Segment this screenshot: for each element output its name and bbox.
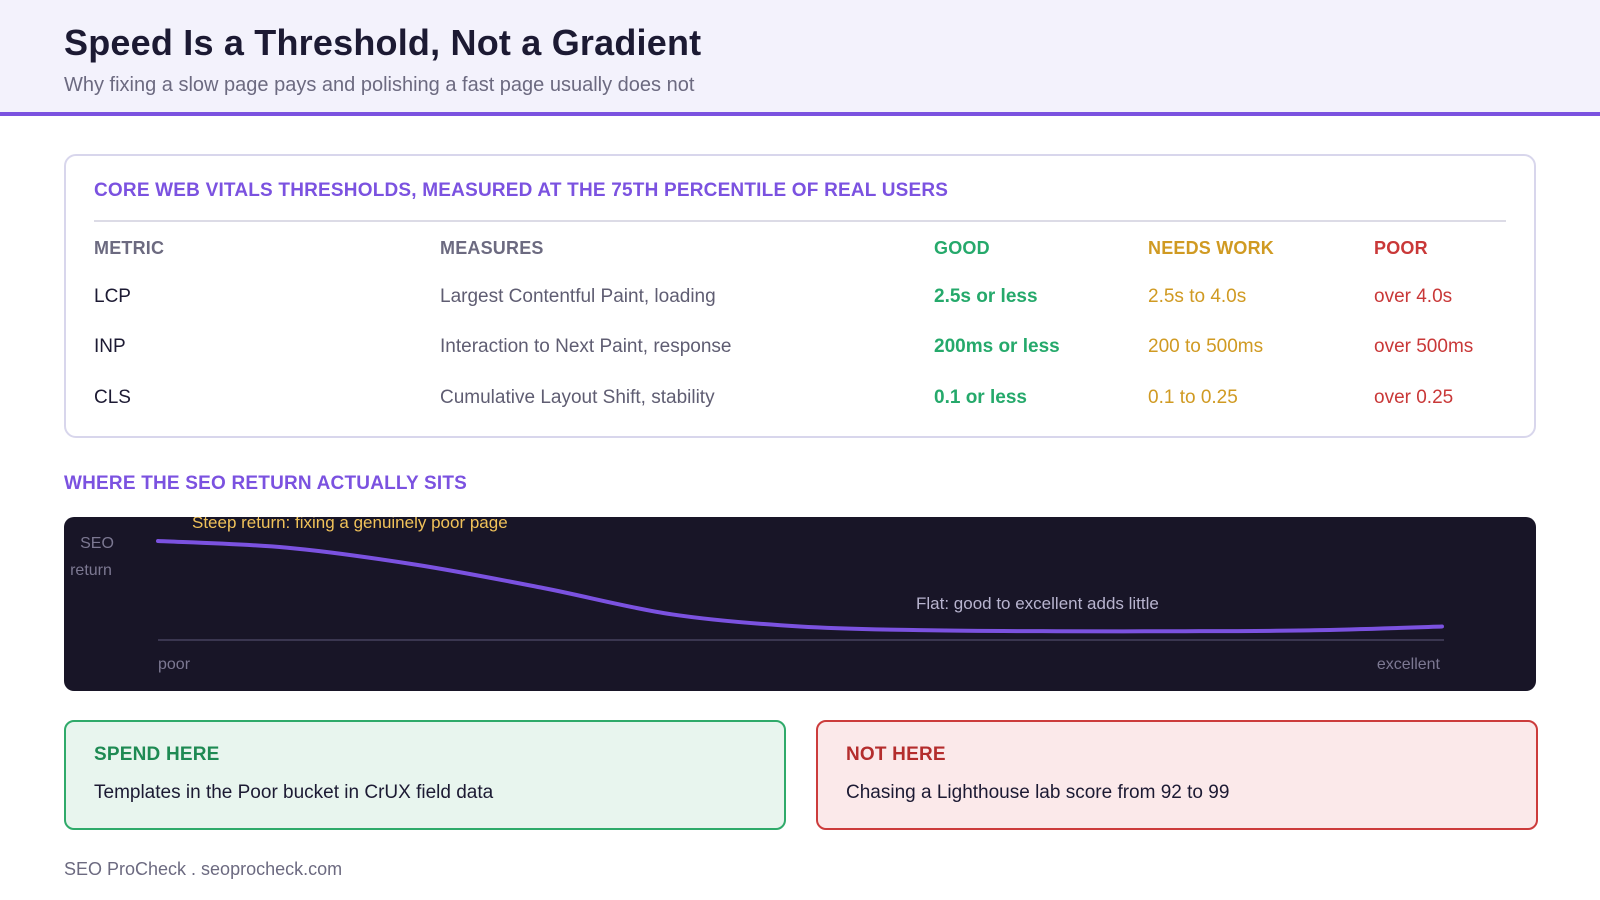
page-title: Speed Is a Threshold, Not a Gradient bbox=[64, 22, 702, 63]
table-cell-metric: CLS bbox=[94, 387, 131, 408]
seo-return-svg: SEO return poor excellent Steep return: … bbox=[70, 517, 1444, 673]
spend-here-text: Templates in the Poor bucket in CrUX fie… bbox=[94, 782, 494, 803]
table-cell-needs-work: 0.1 to 0.25 bbox=[1148, 387, 1238, 408]
spend-here-box: SPEND HERE Templates in the Poor bucket … bbox=[64, 720, 786, 830]
table-cell-poor: over 4.0s bbox=[1374, 286, 1453, 307]
thresholds-card: CORE WEB VITALS THRESHOLDS, MEASURED AT … bbox=[64, 154, 1536, 438]
not-here-box: NOT HERE Chasing a Lighthouse lab score … bbox=[816, 720, 1538, 830]
table-cell-measures: Cumulative Layout Shift, stability bbox=[440, 387, 715, 408]
table-cell-needs-work: 2.5s to 4.0s bbox=[1148, 286, 1247, 307]
x-axis-end-label: excellent bbox=[1377, 656, 1441, 673]
table-cell-poor: over 500ms bbox=[1374, 336, 1474, 357]
table-cell-poor: over 0.25 bbox=[1374, 387, 1454, 408]
table-cell-metric: LCP bbox=[94, 286, 131, 307]
table-cell-good: 2.5s or less bbox=[934, 286, 1038, 307]
table-cell-metric: INP bbox=[94, 336, 126, 357]
y-axis-label-line-2: return bbox=[70, 562, 112, 579]
page-header: Speed Is a Threshold, Not a Gradient Why… bbox=[0, 0, 1600, 116]
seo-return-chart: SEO return poor excellent Steep return: … bbox=[64, 517, 1536, 691]
thresholds-heading: CORE WEB VITALS THRESHOLDS, MEASURED AT … bbox=[94, 180, 949, 201]
table-cell-good: 200ms or less bbox=[934, 336, 1060, 357]
column-header-needs-work: NEEDS WORK bbox=[1148, 238, 1275, 258]
table-cell-measures: Interaction to Next Paint, response bbox=[440, 336, 732, 357]
spend-here-label: SPEND HERE bbox=[94, 744, 220, 765]
table-cell-good: 0.1 or less bbox=[934, 387, 1027, 408]
footer-credit: SEO ProCheck . seoprocheck.com bbox=[64, 859, 343, 879]
page-subtitle: Why fixing a slow page pays and polishin… bbox=[64, 74, 695, 96]
column-header-metric: METRIC bbox=[94, 238, 165, 258]
y-axis-label-line-1: SEO bbox=[80, 535, 114, 552]
column-header-good: GOOD bbox=[934, 238, 990, 258]
not-here-label: NOT HERE bbox=[846, 744, 946, 765]
column-header-measures: MEASURES bbox=[440, 238, 544, 258]
table-cell-needs-work: 200 to 500ms bbox=[1148, 336, 1264, 357]
not-here-text: Chasing a Lighthouse lab score from 92 t… bbox=[846, 782, 1230, 803]
flat-return-annotation: Flat: good to excellent adds little bbox=[916, 594, 1159, 613]
divider bbox=[94, 220, 1506, 222]
seo-return-heading: WHERE THE SEO RETURN ACTUALLY SITS bbox=[64, 473, 468, 494]
column-header-poor: POOR bbox=[1374, 238, 1428, 258]
table-cell-measures: Largest Contentful Paint, loading bbox=[440, 286, 716, 307]
steep-return-annotation: Steep return: fixing a genuinely poor pa… bbox=[192, 517, 508, 532]
x-axis-start-label: poor bbox=[158, 656, 191, 673]
seo-return-curve bbox=[156, 539, 1444, 634]
